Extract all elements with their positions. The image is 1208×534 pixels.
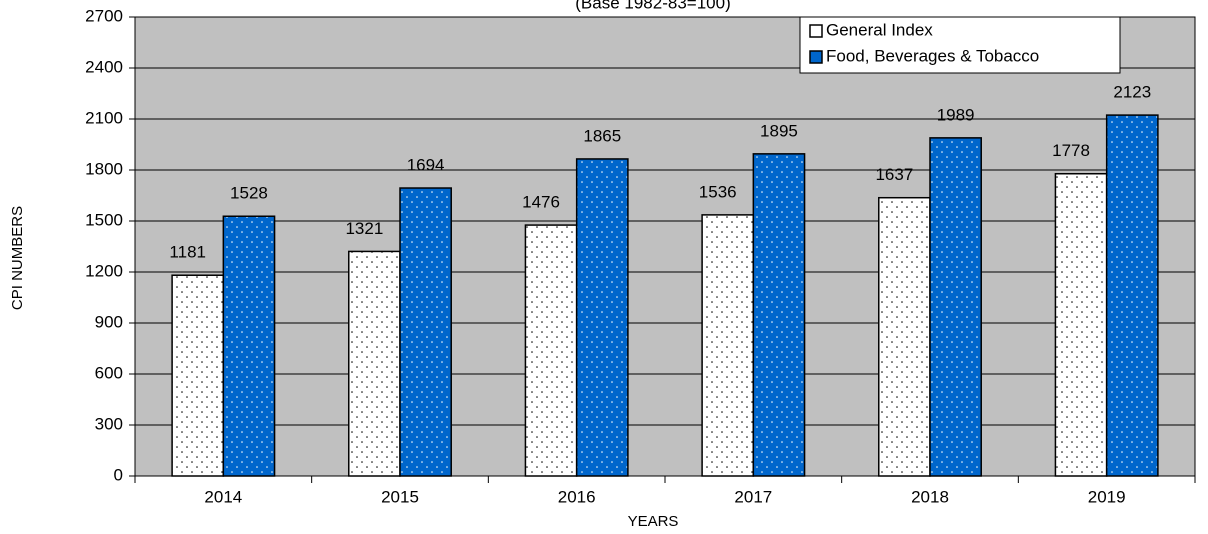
data-label: 1895 bbox=[760, 121, 798, 140]
x-tick-label: 2016 bbox=[558, 487, 596, 506]
bar bbox=[399, 187, 452, 477]
legend-swatch bbox=[809, 50, 823, 64]
data-label: 2123 bbox=[1113, 83, 1151, 102]
y-tick-label: 600 bbox=[95, 363, 123, 382]
plot-border bbox=[134, 16, 1196, 477]
bar bbox=[752, 153, 806, 477]
data-label: 1989 bbox=[937, 105, 975, 124]
legend-box bbox=[799, 16, 1121, 74]
data-label: 1181 bbox=[169, 243, 206, 262]
y-tick-label: 300 bbox=[95, 414, 123, 433]
x-axis-label: YEARS bbox=[628, 513, 679, 530]
y-axis-label: CPI NUMBERS bbox=[9, 206, 26, 310]
chart-subtitle: (Base 1982-83=100) bbox=[575, 0, 730, 12]
bar bbox=[1105, 114, 1159, 477]
bar bbox=[222, 215, 276, 477]
data-label: 1637 bbox=[875, 165, 913, 184]
data-label: 1476 bbox=[522, 193, 560, 212]
bar bbox=[348, 250, 401, 477]
legend-label: General Index bbox=[826, 20, 933, 39]
data-label: 1321 bbox=[345, 219, 383, 238]
data-label: 1694 bbox=[407, 156, 445, 175]
data-label: 1528 bbox=[230, 184, 268, 203]
y-tick-label: 1500 bbox=[85, 210, 123, 229]
data-label: 1865 bbox=[583, 126, 621, 145]
bar bbox=[1054, 172, 1108, 477]
y-tick-label: 900 bbox=[95, 312, 123, 331]
y-tick-label: 1800 bbox=[85, 159, 123, 178]
x-tick-label: 2019 bbox=[1088, 487, 1126, 506]
x-tick-label: 2014 bbox=[204, 487, 242, 506]
y-tick-label: 2700 bbox=[85, 6, 123, 25]
bar bbox=[929, 137, 982, 477]
bar bbox=[524, 224, 578, 477]
x-tick-label: 2015 bbox=[381, 487, 419, 506]
x-tick-label: 2018 bbox=[911, 487, 949, 506]
bar bbox=[701, 214, 755, 477]
y-tick-label: 0 bbox=[114, 465, 123, 484]
x-tick-label: 2017 bbox=[734, 487, 772, 506]
bar bbox=[878, 196, 931, 477]
y-tick-label: 1200 bbox=[85, 261, 123, 280]
data-label: 1536 bbox=[699, 182, 737, 201]
plot-background bbox=[135, 17, 1195, 476]
y-tick-label: 2100 bbox=[85, 108, 123, 127]
bar bbox=[575, 158, 629, 477]
bar bbox=[171, 274, 225, 477]
legend-swatch bbox=[809, 24, 823, 38]
data-label: 1778 bbox=[1052, 141, 1090, 160]
legend-label: Food, Beverages & Tobacco bbox=[826, 46, 1039, 65]
y-tick-label: 2400 bbox=[85, 57, 123, 76]
